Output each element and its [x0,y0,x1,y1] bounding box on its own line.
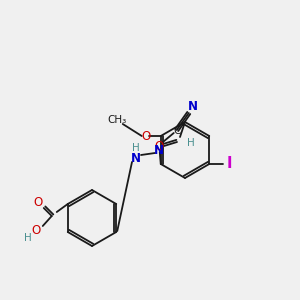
Text: C: C [173,126,180,136]
Text: H: H [24,233,32,243]
Text: N: N [188,100,198,113]
Text: H: H [132,143,140,153]
Text: N: N [131,152,141,166]
Text: N: N [154,143,164,157]
Text: I: I [226,157,232,172]
Text: O: O [33,196,42,208]
Text: O: O [31,224,40,236]
Text: O: O [154,140,164,154]
Text: O: O [141,130,150,142]
Text: CH₃: CH₃ [107,115,126,125]
Text: H: H [187,138,195,148]
